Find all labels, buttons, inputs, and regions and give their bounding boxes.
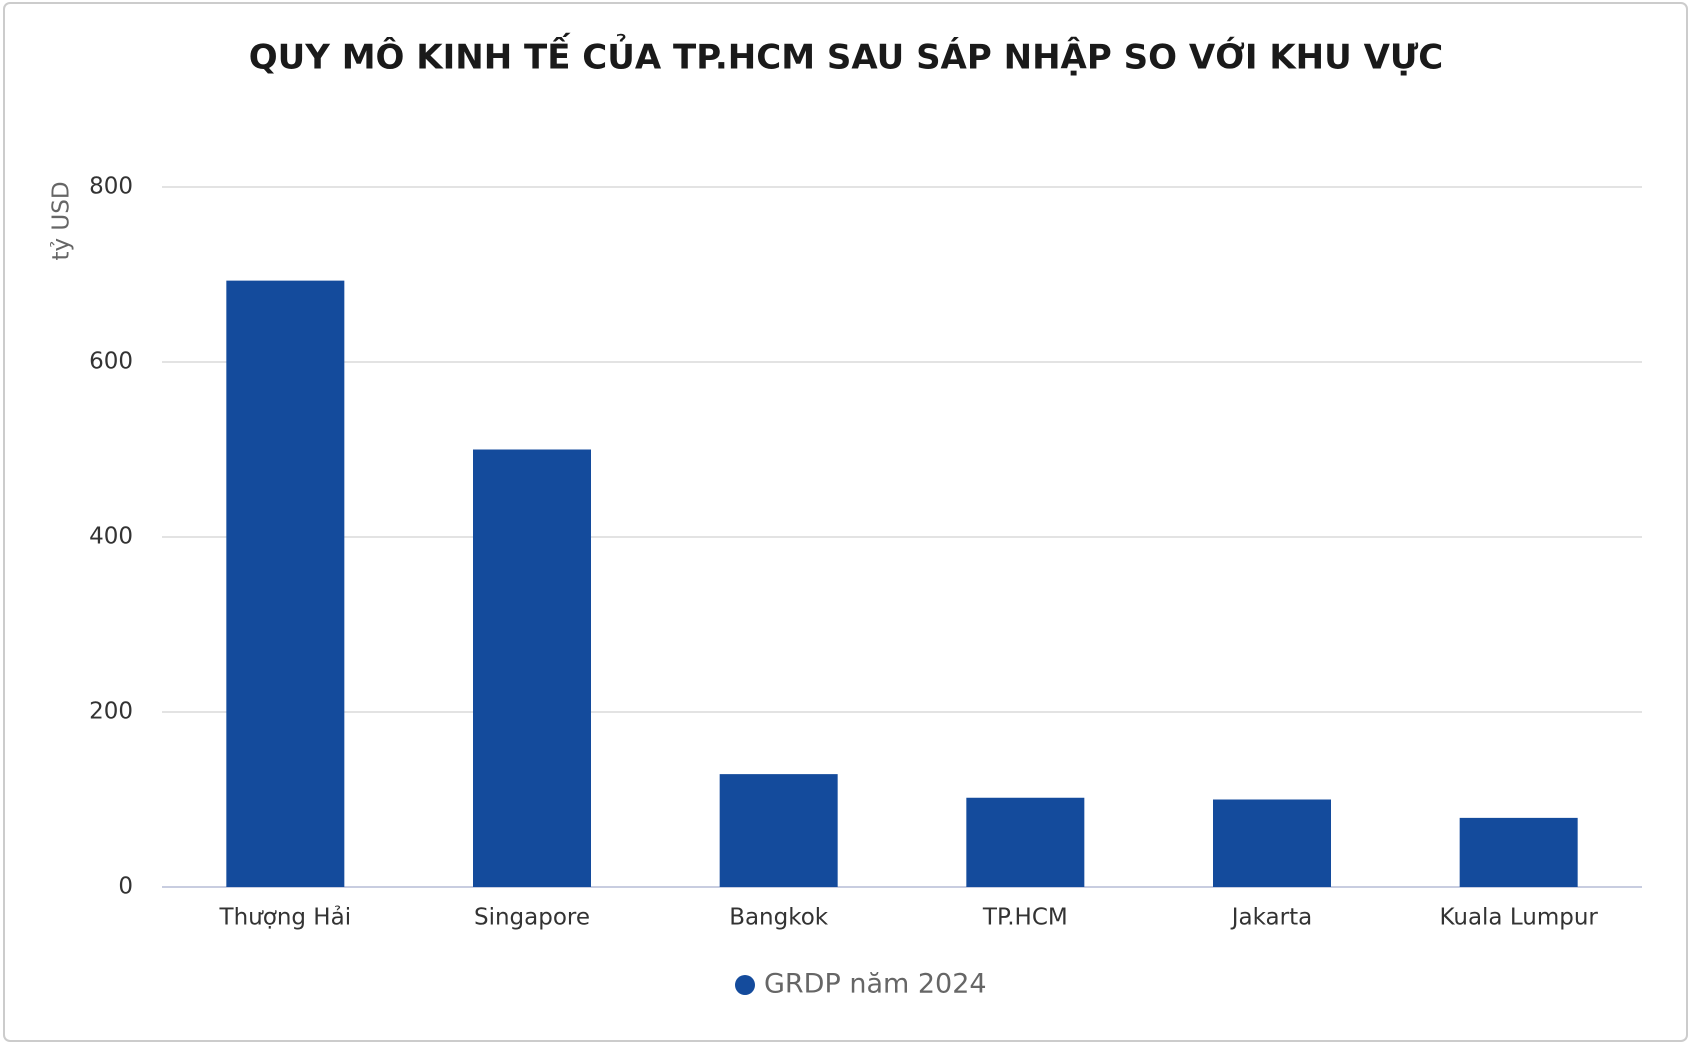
x-tick-label: TP.HCM [982, 905, 1068, 931]
bar [473, 449, 591, 887]
legend-marker [735, 975, 755, 995]
chart-frame [3, 2, 1688, 1042]
bar [1459, 817, 1578, 887]
y-axis-label: tỷ USD [49, 181, 75, 260]
legend-label: GRDP năm 2024 [764, 969, 987, 1000]
bar [226, 280, 345, 887]
y-tick-label: 600 [89, 349, 133, 375]
chart-title: QUY MÔ KINH TẾ CỦA TP.HCM SAU SÁP NHẬP S… [249, 33, 1444, 78]
x-tick-label: Thượng Hải [219, 905, 352, 931]
bar [966, 797, 1085, 887]
y-tick-label: 800 [89, 174, 133, 200]
x-tick-label: Singapore [474, 905, 590, 931]
y-tick-label: 400 [89, 524, 133, 550]
bar [1213, 799, 1331, 887]
x-tick-label: Bangkok [729, 905, 829, 931]
y-tick-label: 0 [118, 874, 133, 900]
x-tick-label: Jakarta [1230, 905, 1312, 931]
x-tick-label: Kuala Lumpur [1439, 905, 1598, 931]
bar [719, 774, 838, 887]
y-tick-label: 200 [89, 699, 133, 725]
